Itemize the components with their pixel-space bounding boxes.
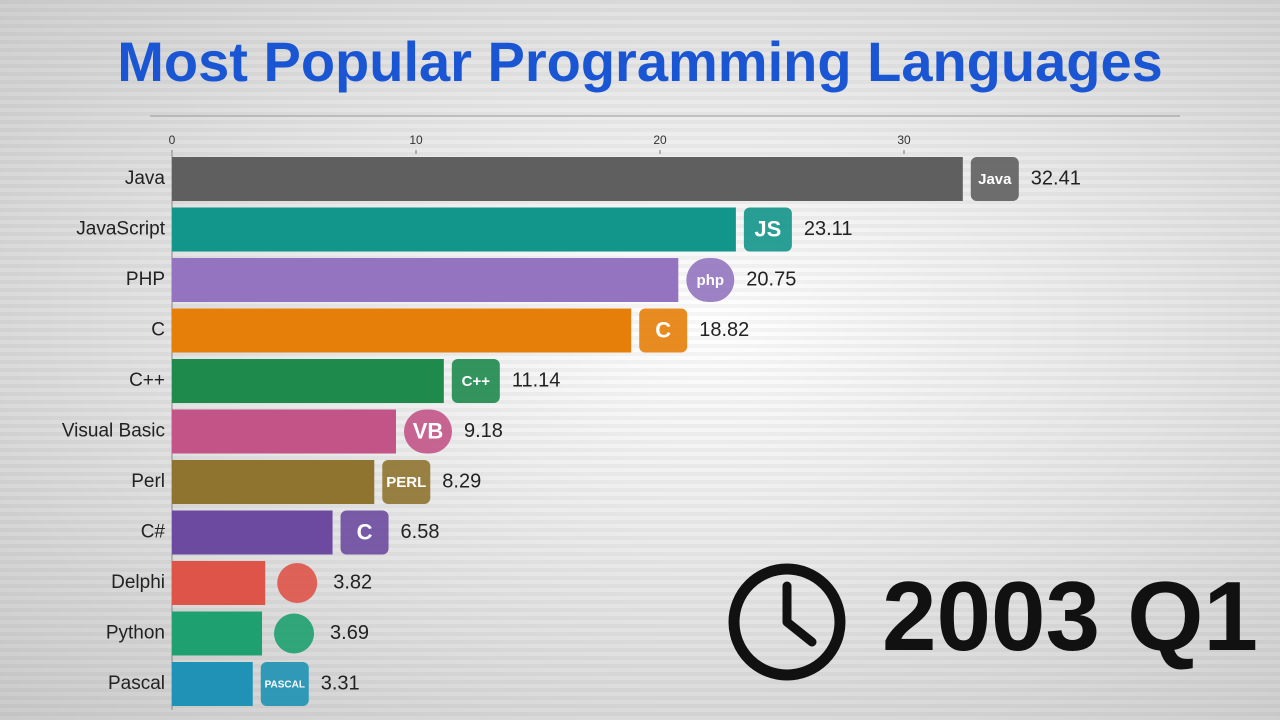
- y-tick-label: PHP: [126, 269, 165, 290]
- logo-text: PERL: [386, 474, 426, 491]
- logo-text: VB: [413, 418, 444, 443]
- language-logo: php: [686, 258, 735, 302]
- logo-badge: [340, 510, 389, 555]
- bar: [172, 460, 375, 504]
- logo-badge: [274, 613, 315, 654]
- logo-badge: [277, 563, 318, 603]
- value-label: 3.31: [321, 672, 360, 694]
- bar: [172, 510, 333, 555]
- value-label: 8.29: [442, 470, 481, 492]
- bar: [172, 611, 263, 656]
- language-logo: VB: [403, 409, 452, 454]
- x-tick-label: 0: [169, 133, 176, 147]
- bar: [172, 207, 736, 252]
- value-label: 6.58: [401, 521, 440, 543]
- logo-badge: [743, 207, 792, 252]
- bar: [172, 359, 444, 403]
- language-logo: PASCAL: [260, 662, 309, 706]
- period-label: 2003 Q1: [882, 561, 1258, 671]
- value-label: 9.18: [464, 420, 503, 442]
- logo-text: php: [697, 272, 725, 289]
- language-logo: Java: [970, 157, 1019, 201]
- value-label: 18.82: [699, 319, 749, 341]
- y-tick-label: Perl: [131, 471, 165, 492]
- value-label: 23.11: [804, 218, 853, 240]
- value-label: 32.41: [1031, 167, 1081, 189]
- y-tick-label: JavaScript: [76, 219, 165, 240]
- x-tick-label: 10: [409, 133, 423, 147]
- chart-title: Most Popular Programming Languages: [117, 30, 1162, 93]
- clock-icon: [728, 563, 846, 681]
- logo-badge: [260, 662, 309, 706]
- x-tick-label: 20: [653, 133, 667, 147]
- logo-text: JS: [754, 216, 781, 241]
- logo-badge: [686, 258, 735, 302]
- y-tick-label: Python: [106, 623, 165, 644]
- bar: [172, 308, 632, 353]
- value-label: 11.14: [512, 369, 561, 391]
- logo-text: PASCAL: [265, 680, 305, 691]
- language-logo: C: [639, 308, 688, 353]
- language-logo: C: [340, 510, 389, 555]
- logo-text: C: [357, 519, 373, 544]
- logo-badge: [639, 308, 688, 353]
- logo-badge: [382, 460, 431, 504]
- bar: [172, 157, 963, 201]
- y-tick-label: C: [151, 320, 165, 341]
- logo-badge: [403, 409, 452, 454]
- bar: [172, 662, 253, 706]
- logo-text: C: [655, 317, 671, 342]
- y-tick-label: Delphi: [111, 572, 165, 593]
- bar: [172, 409, 396, 454]
- y-tick-label: Java: [125, 168, 166, 189]
- y-tick-label: Visual Basic: [62, 421, 165, 442]
- x-tick-label: 30: [897, 133, 911, 147]
- bar: [172, 561, 266, 605]
- logo-text: C++: [462, 373, 491, 390]
- y-tick-label: C#: [141, 522, 166, 543]
- logo-text: Java: [978, 171, 1012, 188]
- y-tick-label: C++: [129, 370, 165, 391]
- language-logo: PERL: [382, 460, 431, 504]
- value-label: 20.75: [746, 268, 796, 290]
- value-label: 3.82: [333, 571, 372, 593]
- language-logo: C++: [451, 359, 500, 403]
- language-logo: JS: [743, 207, 792, 252]
- logo-badge: [970, 157, 1019, 201]
- logo-badge: [451, 359, 500, 403]
- bar: [172, 258, 679, 302]
- language-logo: [274, 613, 315, 654]
- value-label: 3.69: [330, 622, 369, 644]
- language-logo: [277, 563, 318, 603]
- y-tick-label: Pascal: [108, 673, 165, 694]
